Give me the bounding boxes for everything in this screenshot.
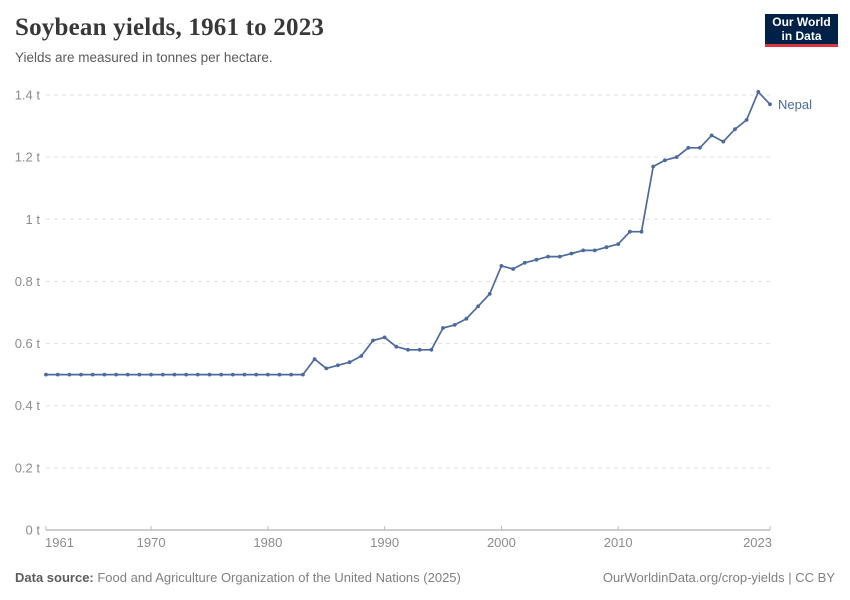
nepal-yield-line[interactable] bbox=[45, 91, 771, 376]
data-point-marker[interactable] bbox=[628, 229, 632, 234]
y-axis-tick-label: 0 t bbox=[26, 523, 41, 538]
data-point-marker[interactable] bbox=[522, 260, 527, 265]
data-point-marker[interactable] bbox=[511, 267, 515, 271]
data-point-marker[interactable] bbox=[242, 372, 247, 377]
owid-logo[interactable]: Our World in Data bbox=[765, 14, 838, 47]
data-point-marker[interactable] bbox=[616, 242, 621, 247]
series-label-nepal[interactable]: Nepal bbox=[778, 97, 812, 112]
data-point-marker[interactable] bbox=[709, 133, 714, 138]
data-point-marker[interactable] bbox=[569, 251, 574, 256]
x-axis-tick-label: 2010 bbox=[604, 535, 633, 550]
data-point-marker[interactable] bbox=[90, 372, 95, 377]
data-point-marker[interactable] bbox=[359, 354, 364, 358]
data-point-marker[interactable] bbox=[651, 164, 656, 169]
data-source-label: Data source: bbox=[15, 570, 94, 585]
y-axis-tick-label: 1 t bbox=[26, 212, 41, 227]
yield-line-chart[interactable]: 0 t 0.2 t 0.4 t 0.6 t 0.8 t 1 t 1.2 t 1.4 t 1961… bbox=[0, 0, 850, 560]
data-point-marker[interactable] bbox=[744, 118, 749, 122]
data-point-marker[interactable] bbox=[114, 372, 118, 377]
data-point-marker[interactable] bbox=[452, 323, 457, 327]
x-axis-tick-label: 1961 bbox=[45, 535, 74, 550]
data-point-marker[interactable] bbox=[546, 254, 550, 259]
x-axis-tick-label: 2023 bbox=[743, 535, 772, 550]
data-point-marker[interactable] bbox=[663, 158, 667, 163]
data-point-marker[interactable] bbox=[312, 357, 317, 361]
data-point-marker[interactable] bbox=[604, 245, 609, 250]
data-point-marker[interactable] bbox=[686, 145, 691, 150]
chart-subtitle: Yields are measured in tonnes per hectar… bbox=[15, 50, 273, 65]
chart-header: Soybean yields, 1961 to 2023 Yields are … bbox=[15, 14, 755, 65]
data-point-marker[interactable] bbox=[721, 139, 726, 144]
chart-footer: Data source: Food and Agriculture Organi… bbox=[15, 570, 835, 585]
y-axis-tick-label: 0.6 t bbox=[15, 336, 41, 351]
data-point-marker[interactable] bbox=[406, 347, 410, 352]
data-point-marker[interactable] bbox=[336, 363, 340, 368]
data-point-marker[interactable] bbox=[184, 372, 189, 377]
data-point-marker[interactable] bbox=[371, 338, 375, 343]
credit-line: OurWorldinData.org/crop-yields | CC BY bbox=[602, 570, 835, 585]
y-axis-tick-label: 0.2 t bbox=[15, 460, 41, 475]
data-point-marker[interactable] bbox=[266, 372, 270, 377]
data-point-marker[interactable] bbox=[592, 248, 597, 253]
data-point-marker[interactable] bbox=[768, 102, 772, 107]
data-point-marker[interactable] bbox=[160, 372, 165, 377]
data-point-marker[interactable] bbox=[79, 372, 83, 377]
x-axis-tick-label: 2000 bbox=[487, 535, 516, 550]
data-point-marker[interactable] bbox=[324, 366, 329, 371]
data-point-marker[interactable] bbox=[289, 372, 294, 377]
data-point-marker[interactable] bbox=[581, 248, 586, 253]
data-point-marker[interactable] bbox=[195, 372, 200, 377]
data-point-marker[interactable] bbox=[382, 335, 387, 340]
data-point-marker[interactable] bbox=[464, 316, 469, 321]
data-point-marker[interactable] bbox=[499, 264, 504, 268]
data-point-marker[interactable] bbox=[756, 90, 761, 94]
data-point-marker[interactable] bbox=[172, 372, 177, 377]
data-point-marker[interactable] bbox=[277, 372, 282, 377]
data-point-marker[interactable] bbox=[207, 372, 212, 377]
data-point-marker[interactable] bbox=[102, 372, 107, 377]
data-point-marker[interactable] bbox=[394, 344, 399, 349]
y-axis-tick-label: 1.4 t bbox=[15, 88, 41, 103]
data-point-marker[interactable] bbox=[441, 326, 445, 330]
data-point-marker[interactable] bbox=[254, 372, 259, 377]
data-point-marker[interactable] bbox=[698, 145, 702, 150]
y-axis-tick-label: 1.2 t bbox=[15, 150, 41, 165]
owid-logo-line2: in Data bbox=[781, 29, 822, 43]
x-axis-tick-label: 1970 bbox=[137, 535, 166, 550]
data-point-marker[interactable] bbox=[534, 257, 539, 262]
owid-logo-line1: Our World bbox=[772, 15, 831, 29]
data-point-marker[interactable] bbox=[674, 155, 679, 160]
data-point-marker[interactable] bbox=[417, 347, 422, 352]
x-axis-tick-label: 1990 bbox=[370, 535, 399, 550]
data-point-marker[interactable] bbox=[639, 229, 644, 234]
data-source-note: Data source: Food and Agriculture Organi… bbox=[15, 570, 461, 585]
data-point-marker[interactable] bbox=[347, 360, 352, 365]
data-point-marker[interactable] bbox=[55, 372, 60, 377]
data-point-marker[interactable] bbox=[557, 254, 562, 259]
data-point-marker[interactable] bbox=[301, 372, 305, 377]
data-point-marker[interactable] bbox=[67, 372, 72, 377]
x-axis-tick-label: 1980 bbox=[253, 535, 282, 550]
data-point-marker[interactable] bbox=[219, 372, 224, 377]
y-axis-tick-label: 0.8 t bbox=[15, 274, 41, 289]
data-point-marker[interactable] bbox=[230, 372, 235, 377]
y-axis-tick-label: 0.4 t bbox=[15, 398, 41, 413]
data-point-marker[interactable] bbox=[476, 304, 480, 309]
chart-title: Soybean yields, 1961 to 2023 bbox=[15, 14, 325, 41]
data-source-text: Food and Agriculture Organization of the… bbox=[93, 570, 461, 585]
data-point-marker[interactable] bbox=[125, 372, 130, 377]
data-point-marker[interactable] bbox=[487, 292, 492, 296]
data-point-marker[interactable] bbox=[137, 372, 142, 377]
data-point-marker[interactable] bbox=[149, 372, 154, 377]
data-point-marker[interactable] bbox=[733, 127, 737, 132]
data-point-marker[interactable] bbox=[44, 372, 48, 377]
data-point-marker[interactable] bbox=[429, 347, 434, 352]
